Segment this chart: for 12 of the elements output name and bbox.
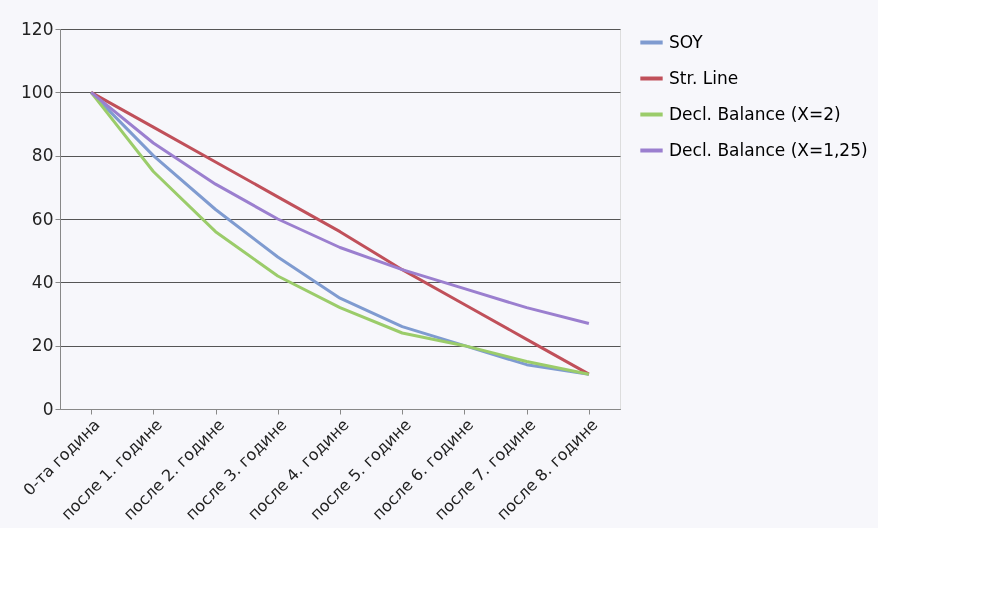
- y-tick-label: 60: [31, 208, 54, 229]
- line-series: [89, 90, 591, 325]
- y-tick-label: 100: [21, 81, 54, 102]
- legend-label: Decl. Balance (X=2): [669, 103, 841, 124]
- legend-label: SOY: [669, 31, 704, 52]
- y-tick-label: 120: [21, 18, 54, 39]
- y-tick-label: 80: [31, 145, 54, 166]
- legend-label: Str. Line: [669, 67, 739, 88]
- y-tick-label: 20: [31, 335, 54, 356]
- y-tick-label: 40: [31, 271, 54, 292]
- legend-label: Decl. Balance (X=1,25): [669, 139, 868, 160]
- y-tick-label: 0: [42, 398, 54, 419]
